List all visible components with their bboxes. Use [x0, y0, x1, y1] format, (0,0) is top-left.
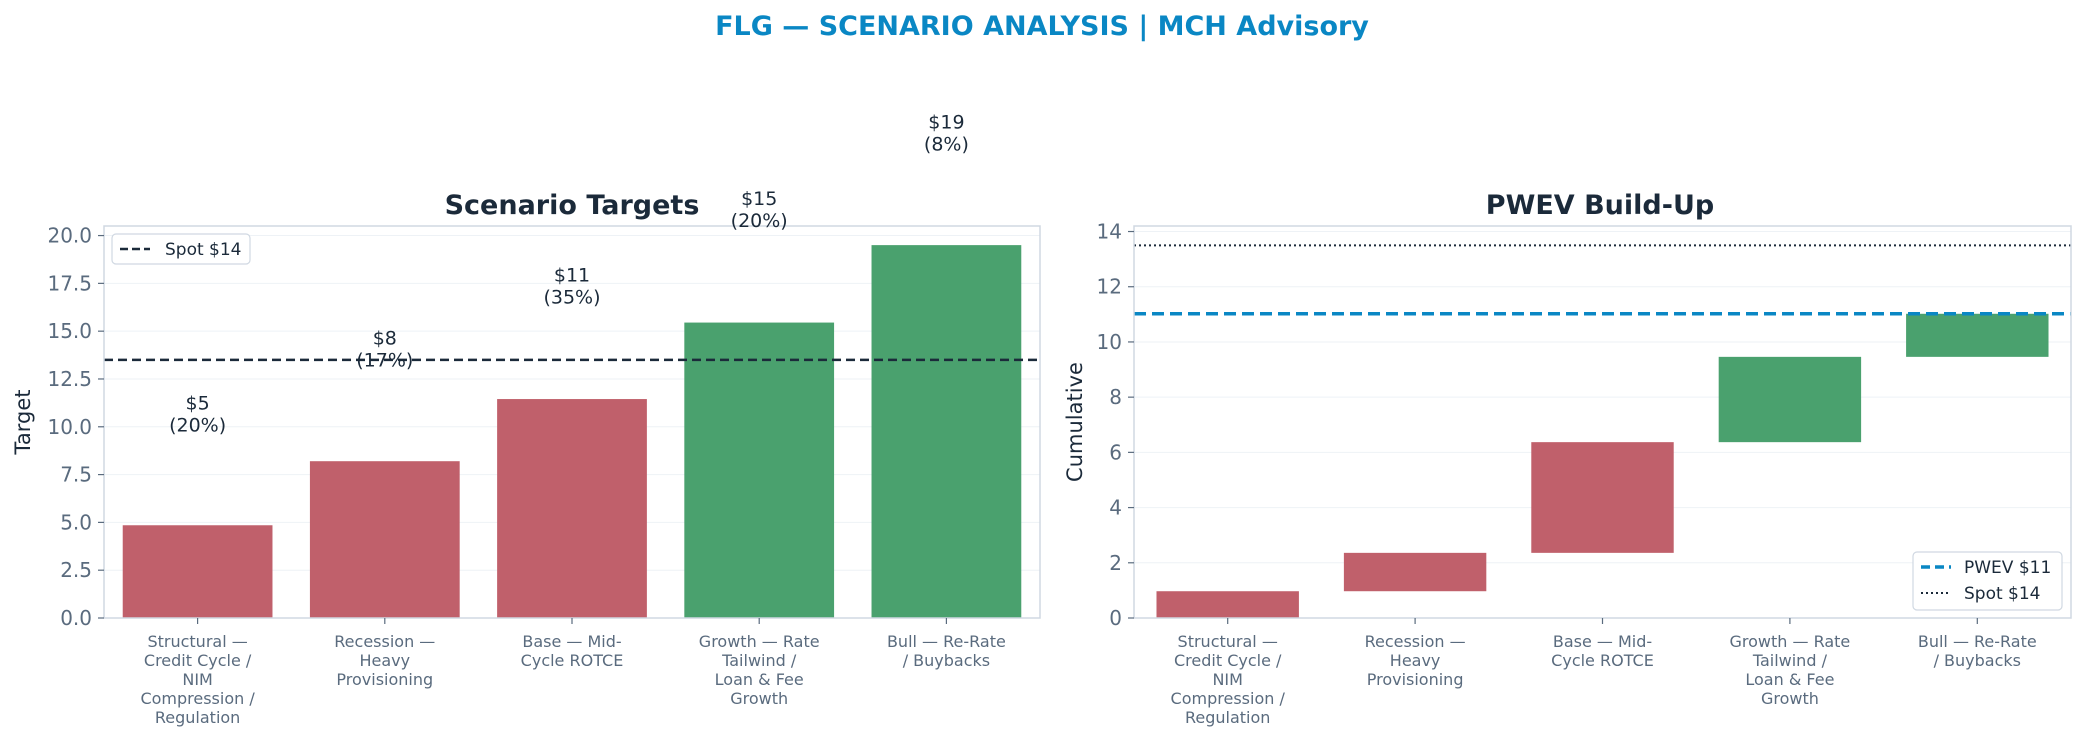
right-category-label: Base — Mid-Cycle ROTCE [1551, 632, 1654, 670]
scenario-bar [684, 322, 835, 618]
right-ytick-label: 10 [1097, 330, 1122, 354]
left-category-label: Base — Mid-Cycle ROTCE [521, 632, 624, 670]
scenario-bar [309, 461, 460, 618]
left-ytick-label: 0.0 [60, 606, 92, 630]
left-category-label: Recession — Heavy Provisioning [334, 632, 435, 689]
left-ytick-label: 10.0 [47, 415, 92, 439]
left-category-label: Structural — Credit Cycle / NIM Compression… [140, 632, 255, 727]
scenario-data-label: $15 (20%) [731, 188, 788, 232]
left-legend-box [111, 233, 251, 265]
scenario-data-label: $5 (20%) [169, 393, 226, 437]
left-y-axis-label: Target [11, 390, 35, 456]
right-category-label: Bull — Re-Rate / Buybacks [1918, 632, 2037, 670]
left-category-label: Bull — Re-Rate / Buybacks [887, 632, 1006, 670]
scenario-data-label: $8 (17%) [356, 328, 413, 372]
left-data-labels: $5 (20%) $8 (17%) $11 (35%) $15 (20%) $19 (8%) [169, 111, 969, 436]
left-ytick-label: 2.5 [60, 558, 92, 582]
right-ytick-label: 8 [1109, 385, 1122, 409]
left-ytick-label: 17.5 [47, 271, 92, 295]
pwev-buildup-panel: PWEV Build-Up 0 2 4 6 8 10 12 14 Structural — Cr… [1063, 190, 2072, 727]
left-x-ticks: Structural — Credit Cycle / NIM Compression… [140, 618, 1006, 727]
scenario-bar [871, 245, 1022, 618]
right-bars [1156, 313, 2049, 618]
right-legend-pwev-label: PWEV $11 [1964, 558, 2051, 578]
pwev-segment [1531, 442, 1674, 553]
pwev-segment [1906, 313, 2049, 357]
left-ytick-label: 12.5 [47, 367, 92, 391]
left-ytick-label: 20.0 [47, 224, 92, 248]
right-ytick-label: 4 [1109, 496, 1122, 520]
left-legend: Spot $14 [111, 233, 251, 265]
right-y-ticks: 0 2 4 6 8 10 12 14 [1097, 220, 1134, 630]
right-overlay [1134, 244, 2071, 316]
right-legend-spot-label: Spot $14 [1964, 584, 2041, 604]
scenario-targets-panel: Scenario Targets 0.0 2.5 5.0 7.5 10.0 12.5 15.… [11, 111, 1041, 727]
right-ytick-label: 12 [1097, 275, 1122, 299]
pwev-segment [1343, 552, 1487, 592]
right-ytick-label: 6 [1109, 440, 1122, 464]
right-ytick-label: 2 [1109, 551, 1122, 575]
scenario-bar [122, 525, 273, 618]
pwev-buildup-title: PWEV Build-Up [1486, 190, 1714, 221]
right-category-label: Recession — Heavy Provisioning [1365, 632, 1466, 689]
pwev-segment [1156, 591, 1299, 618]
left-ytick-label: 7.5 [60, 463, 92, 487]
right-legend: PWEV $11 Spot $14 [1912, 551, 2063, 611]
left-ytick-label: 15.0 [47, 319, 92, 343]
scenario-bar [497, 399, 647, 618]
right-ytick-label: 0 [1109, 606, 1122, 630]
left-y-ticks: 0.0 2.5 5.0 7.5 10.0 12.5 15.0 17.5 20.0 [47, 224, 104, 630]
scenario-targets-title: Scenario Targets [445, 190, 700, 221]
left-category-label: Growth — Rate Tailwind / Loan & Fee Growth [699, 632, 820, 708]
right-category-label: Structural — Credit Cycle / NIM Compression… [1171, 632, 1286, 727]
scenario-data-label: $11 (35%) [543, 264, 600, 308]
left-bars [122, 245, 1022, 618]
left-legend-spot-label: Spot $14 [165, 240, 242, 260]
left-ytick-label: 5.0 [60, 510, 92, 534]
chart-suptitle: FLG — SCENARIO ANALYSIS | MCH Advisory [715, 11, 1369, 42]
scenario-data-label: $19 (8%) [924, 111, 969, 155]
pwev-segment [1718, 356, 1862, 443]
right-ytick-label: 14 [1097, 220, 1122, 244]
right-x-ticks: Structural — Credit Cycle / NIM Compression… [1171, 618, 2037, 727]
right-y-axis-label: Cumulative [1063, 362, 1087, 482]
right-category-label: Growth — Rate Tailwind / Loan & Fee Growth [1730, 632, 1851, 708]
